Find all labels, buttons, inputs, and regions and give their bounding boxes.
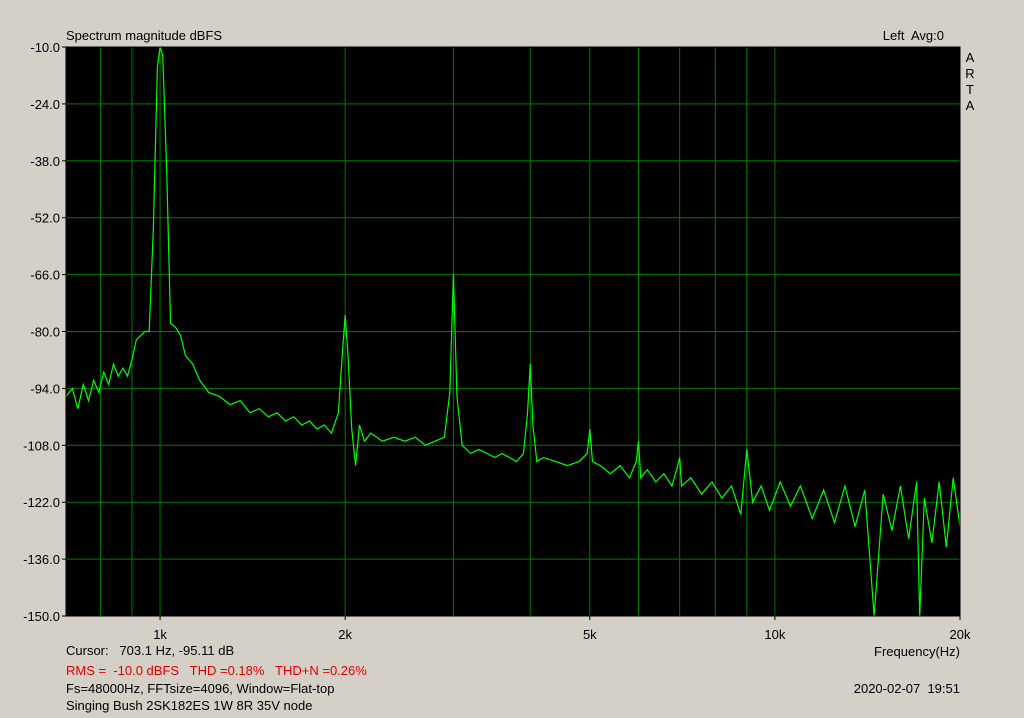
description: Singing Bush 2SK182ES 1W 8R 35V node: [66, 698, 312, 713]
summary: RMS = -10.0 dBFS THD =0.18% THD+N =0.26%: [66, 663, 367, 678]
cursor-readout: Cursor: 703.1 Hz, -95.11 dB: [66, 643, 234, 658]
y-tick-label: -66.0: [30, 268, 60, 283]
brand: ARTA: [963, 50, 978, 114]
y-tick-label: -80.0: [30, 325, 60, 340]
timestamp: 2020-02-07 19:51: [854, 681, 960, 696]
y-tick-label: -108.0: [23, 438, 60, 453]
x-tick-label: 1k: [153, 627, 167, 642]
y-tick-label: -24.0: [30, 97, 60, 112]
y-tick-label: -150.0: [23, 609, 60, 624]
y-tick-label: -94.0: [30, 381, 60, 396]
y-tick-label: -136.0: [23, 552, 60, 567]
spectrum-line: [65, 46, 961, 617]
x-tick-label: 20k: [950, 627, 971, 642]
settings: Fs=48000Hz, FFTsize=4096, Window=Flat-to…: [66, 681, 334, 696]
x-tick-label: 5k: [583, 627, 597, 642]
y-tick-label: -122.0: [23, 495, 60, 510]
y-tick-label: -52.0: [30, 211, 60, 226]
channel-label: Left Avg:0: [883, 28, 944, 43]
x-tick-label: 10k: [764, 627, 785, 642]
chart-title: Spectrum magnitude dBFS: [66, 28, 222, 43]
x-tick-label: 2k: [338, 627, 352, 642]
y-tick-label: -10.0: [30, 40, 60, 55]
plot-frame: [65, 46, 961, 617]
y-tick-label: -38.0: [30, 154, 60, 169]
x-axis-label: Frequency(Hz): [874, 644, 960, 659]
